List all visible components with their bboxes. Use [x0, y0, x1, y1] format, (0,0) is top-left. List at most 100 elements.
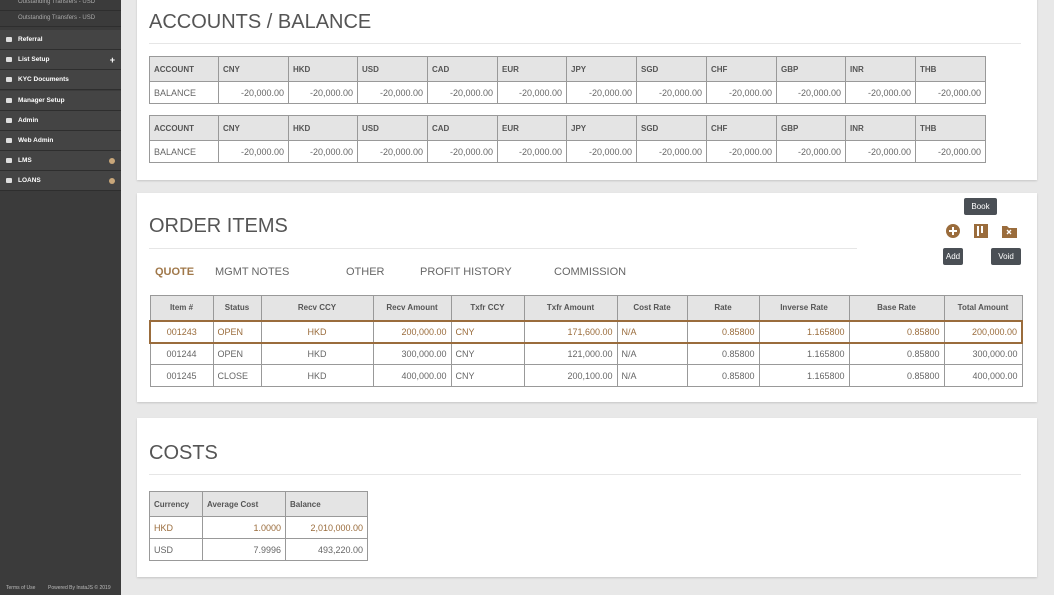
menu-icon [6, 178, 12, 184]
menu-icon [6, 138, 12, 143]
header-cell: GBP [776, 56, 846, 82]
cell: 1.165800 [758, 319, 850, 344]
menu-subitem[interactable]: Outstanding Transfers - USD [0, 0, 121, 11]
header-cell: Balance [285, 491, 368, 517]
cell: -20,000.00 [427, 140, 498, 163]
table-row: ACCOUNT CNY HKD USD CAD EUR JPY SGD CHF GBP INR THB [149, 115, 986, 141]
cell: -20,000.00 [357, 140, 428, 163]
divider [149, 248, 857, 249]
header-cell: EUR [497, 56, 567, 82]
cell: -20,000.00 [776, 81, 846, 104]
table-row[interactable]: HKD 1.0000 2,010,000.00 [149, 516, 368, 539]
cell: 0.85800 [848, 342, 945, 365]
table-row[interactable]: BALANCE -20,000.00 -20,000.00 -20,000.00 -20… [149, 140, 986, 163]
cell: -20,000.00 [776, 140, 846, 163]
sidebar: Outstanding Transfers - USD Outstanding … [0, 0, 121, 595]
header-cell: INR [845, 56, 916, 82]
header-cell: JPY [566, 56, 637, 82]
cell: 200,100.00 [523, 364, 618, 387]
cell: -20,000.00 [845, 140, 916, 163]
menu-icon [6, 117, 12, 123]
cell: CNY [450, 319, 525, 344]
cell: 171,600.00 [523, 319, 618, 344]
header-cell: HKD [288, 115, 358, 141]
menu-item[interactable]: Referral [0, 30, 121, 50]
menu-item[interactable]: LOANS [0, 171, 121, 192]
cell: -20,000.00 [497, 81, 567, 104]
header-cell: USD [357, 56, 428, 82]
header-cell: CAD [427, 56, 498, 82]
cell: N/A [616, 319, 688, 344]
table-row: Currency Average Cost Balance [149, 491, 368, 517]
cell: 7.9996 [202, 538, 286, 561]
menu-subitem[interactable]: Outstanding Transfers - USD [0, 10, 121, 27]
data-table: ACCOUNT CNY HKD USD CAD EUR JPY SGD CHF GBP INR THB… [149, 115, 986, 163]
table-row[interactable]: 001244 OPEN HKD 300,000.00 CNY 121,000.00 N/A 0… [149, 342, 1023, 365]
header-cell: SGD [636, 56, 707, 82]
header-cell: Total Amount [943, 295, 1023, 321]
menu-icon [6, 77, 12, 83]
cell: BALANCE [149, 140, 219, 163]
menu-item[interactable]: Web Admin [0, 131, 121, 151]
header-cell: INR [845, 115, 916, 141]
data-table: Item # Status Recv CCY Recv Amount Txfr CCY T… [149, 295, 1023, 387]
menu-item[interactable]: List Setup + [0, 50, 121, 71]
cell: -20,000.00 [497, 140, 567, 163]
cell: 200,000.00 [943, 319, 1023, 344]
cell: -20,000.00 [357, 81, 428, 104]
menu-item[interactable]: Manager Setup [0, 90, 121, 111]
tab[interactable]: OTHER [346, 266, 385, 278]
cell: N/A [616, 342, 688, 365]
cell: -20,000.00 [915, 140, 986, 163]
cell: N/A [616, 364, 688, 387]
divider [149, 43, 1021, 44]
cell: -20,000.00 [636, 81, 707, 104]
cell: -20,000.00 [706, 140, 777, 163]
cell: 300,000.00 [943, 342, 1023, 365]
header-cell: HKD [288, 56, 358, 82]
cell: -20,000.00 [427, 81, 498, 104]
tooltip: Void [991, 248, 1021, 265]
cell: 001243 [149, 319, 214, 344]
tab[interactable]: PROFIT HISTORY [420, 266, 512, 278]
tab[interactable]: QUOTE [155, 266, 195, 278]
header-cell: SGD [636, 115, 707, 141]
header-cell: CHF [706, 115, 777, 141]
header-cell: Status [212, 295, 262, 321]
cell: -20,000.00 [636, 140, 707, 163]
header-cell: CHF [706, 56, 777, 82]
table-row[interactable]: 001243 OPEN HKD 200,000.00 CNY 171,600.00 N/A 0… [149, 319, 1023, 344]
header-cell: CAD [427, 115, 498, 141]
menu-item[interactable]: LMS [0, 151, 121, 172]
cell: 493,220.00 [285, 538, 368, 561]
divider [149, 474, 1021, 475]
action-icons [946, 224, 1017, 238]
add-button[interactable] [946, 224, 960, 238]
menu-icon [6, 37, 12, 42]
terms-link[interactable]: Terms of Use [6, 585, 36, 591]
tab[interactable]: MGMT NOTES [215, 266, 290, 278]
header-cell: Recv CCY [260, 295, 374, 321]
cell: 400,000.00 [372, 364, 452, 387]
header-cell: Item # [149, 295, 214, 321]
menu-item[interactable]: KYC Documents [0, 70, 121, 91]
cell: 121,000.00 [523, 342, 618, 365]
cell: CLOSE [212, 364, 262, 387]
header-cell: THB [915, 115, 986, 141]
void-button[interactable] [1002, 226, 1017, 238]
cell: 1.165800 [758, 364, 850, 387]
table-row[interactable]: BALANCE -20,000.00 -20,000.00 -20,000.00 -20… [149, 81, 986, 104]
panel-title: ACCOUNTS / BALANCE [149, 11, 372, 33]
cell: 0.85800 [686, 364, 760, 387]
cell: -20,000.00 [218, 140, 289, 163]
book-button[interactable] [974, 224, 988, 238]
menu-item[interactable]: Admin [0, 110, 121, 131]
table-row[interactable]: USD 7.9996 493,220.00 [149, 538, 368, 561]
cell: BALANCE [149, 81, 219, 104]
header-cell: Cost Rate [616, 295, 688, 321]
table-row[interactable]: 001245 CLOSE HKD 400,000.00 CNY 200,100.00 N/A… [149, 364, 1023, 387]
tab[interactable]: COMMISSION [554, 266, 627, 278]
data-table: Currency Average Cost Balance HKD 1.0000 2,01… [149, 491, 368, 561]
cell: -20,000.00 [706, 81, 777, 104]
